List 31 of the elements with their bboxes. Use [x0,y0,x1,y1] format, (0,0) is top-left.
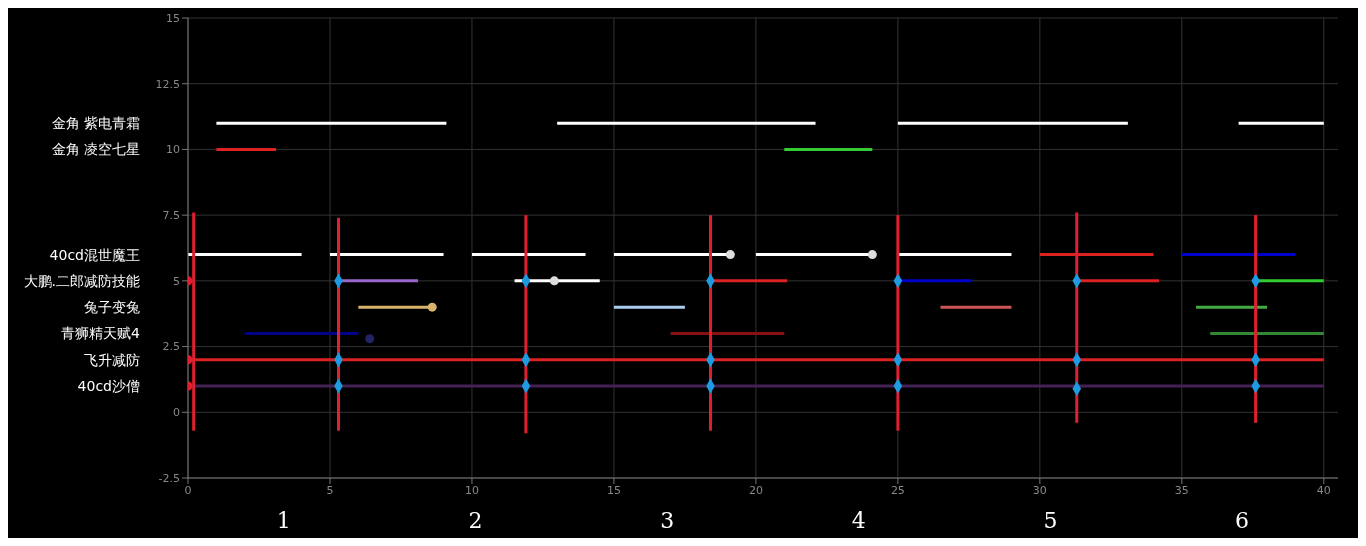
x-tick-label: 10 [464,483,479,497]
x-tick-label: 15 [606,483,621,497]
y-tick-label: -2.5 [158,471,180,485]
y-tick-label: 10 [166,143,180,157]
text: 40cd混世魔王 [49,246,140,263]
text: 2 [468,508,483,535]
text: 40cd沙僧 [77,377,140,394]
x-tick-label: 25 [890,483,905,497]
text: 3 [660,508,675,535]
text: 大鹏.二郎减防技能 [23,272,140,289]
y-tick-label: 7.5 [162,209,180,223]
x-tick-label: 30 [1032,483,1047,497]
x-tick-label: 5 [326,483,334,497]
x-tick-label: 35 [1174,483,1189,497]
text: 青狮精天赋4 [61,325,141,342]
y-tick-label: 2.5 [162,340,180,354]
y-tick-label: 12.5 [155,77,180,91]
text: 兔子变兔 [84,299,140,316]
text: 1 [276,508,291,535]
y-tick-label: 0 [173,406,180,420]
y-tick-label: 15 [166,11,180,25]
x-tick-label: 40 [1316,483,1331,497]
x-tick-label: 0 [184,483,192,497]
text: 6 [1235,508,1250,535]
y-tick-label: 5 [173,274,180,288]
text: 金角 凌空七星 [51,141,140,158]
text: 飞升减防 [84,351,140,368]
x-tick-label: 20 [748,483,763,497]
text: 金角 紫电青霜 [51,115,140,132]
text: 5 [1043,508,1058,535]
text: 4 [851,508,866,535]
